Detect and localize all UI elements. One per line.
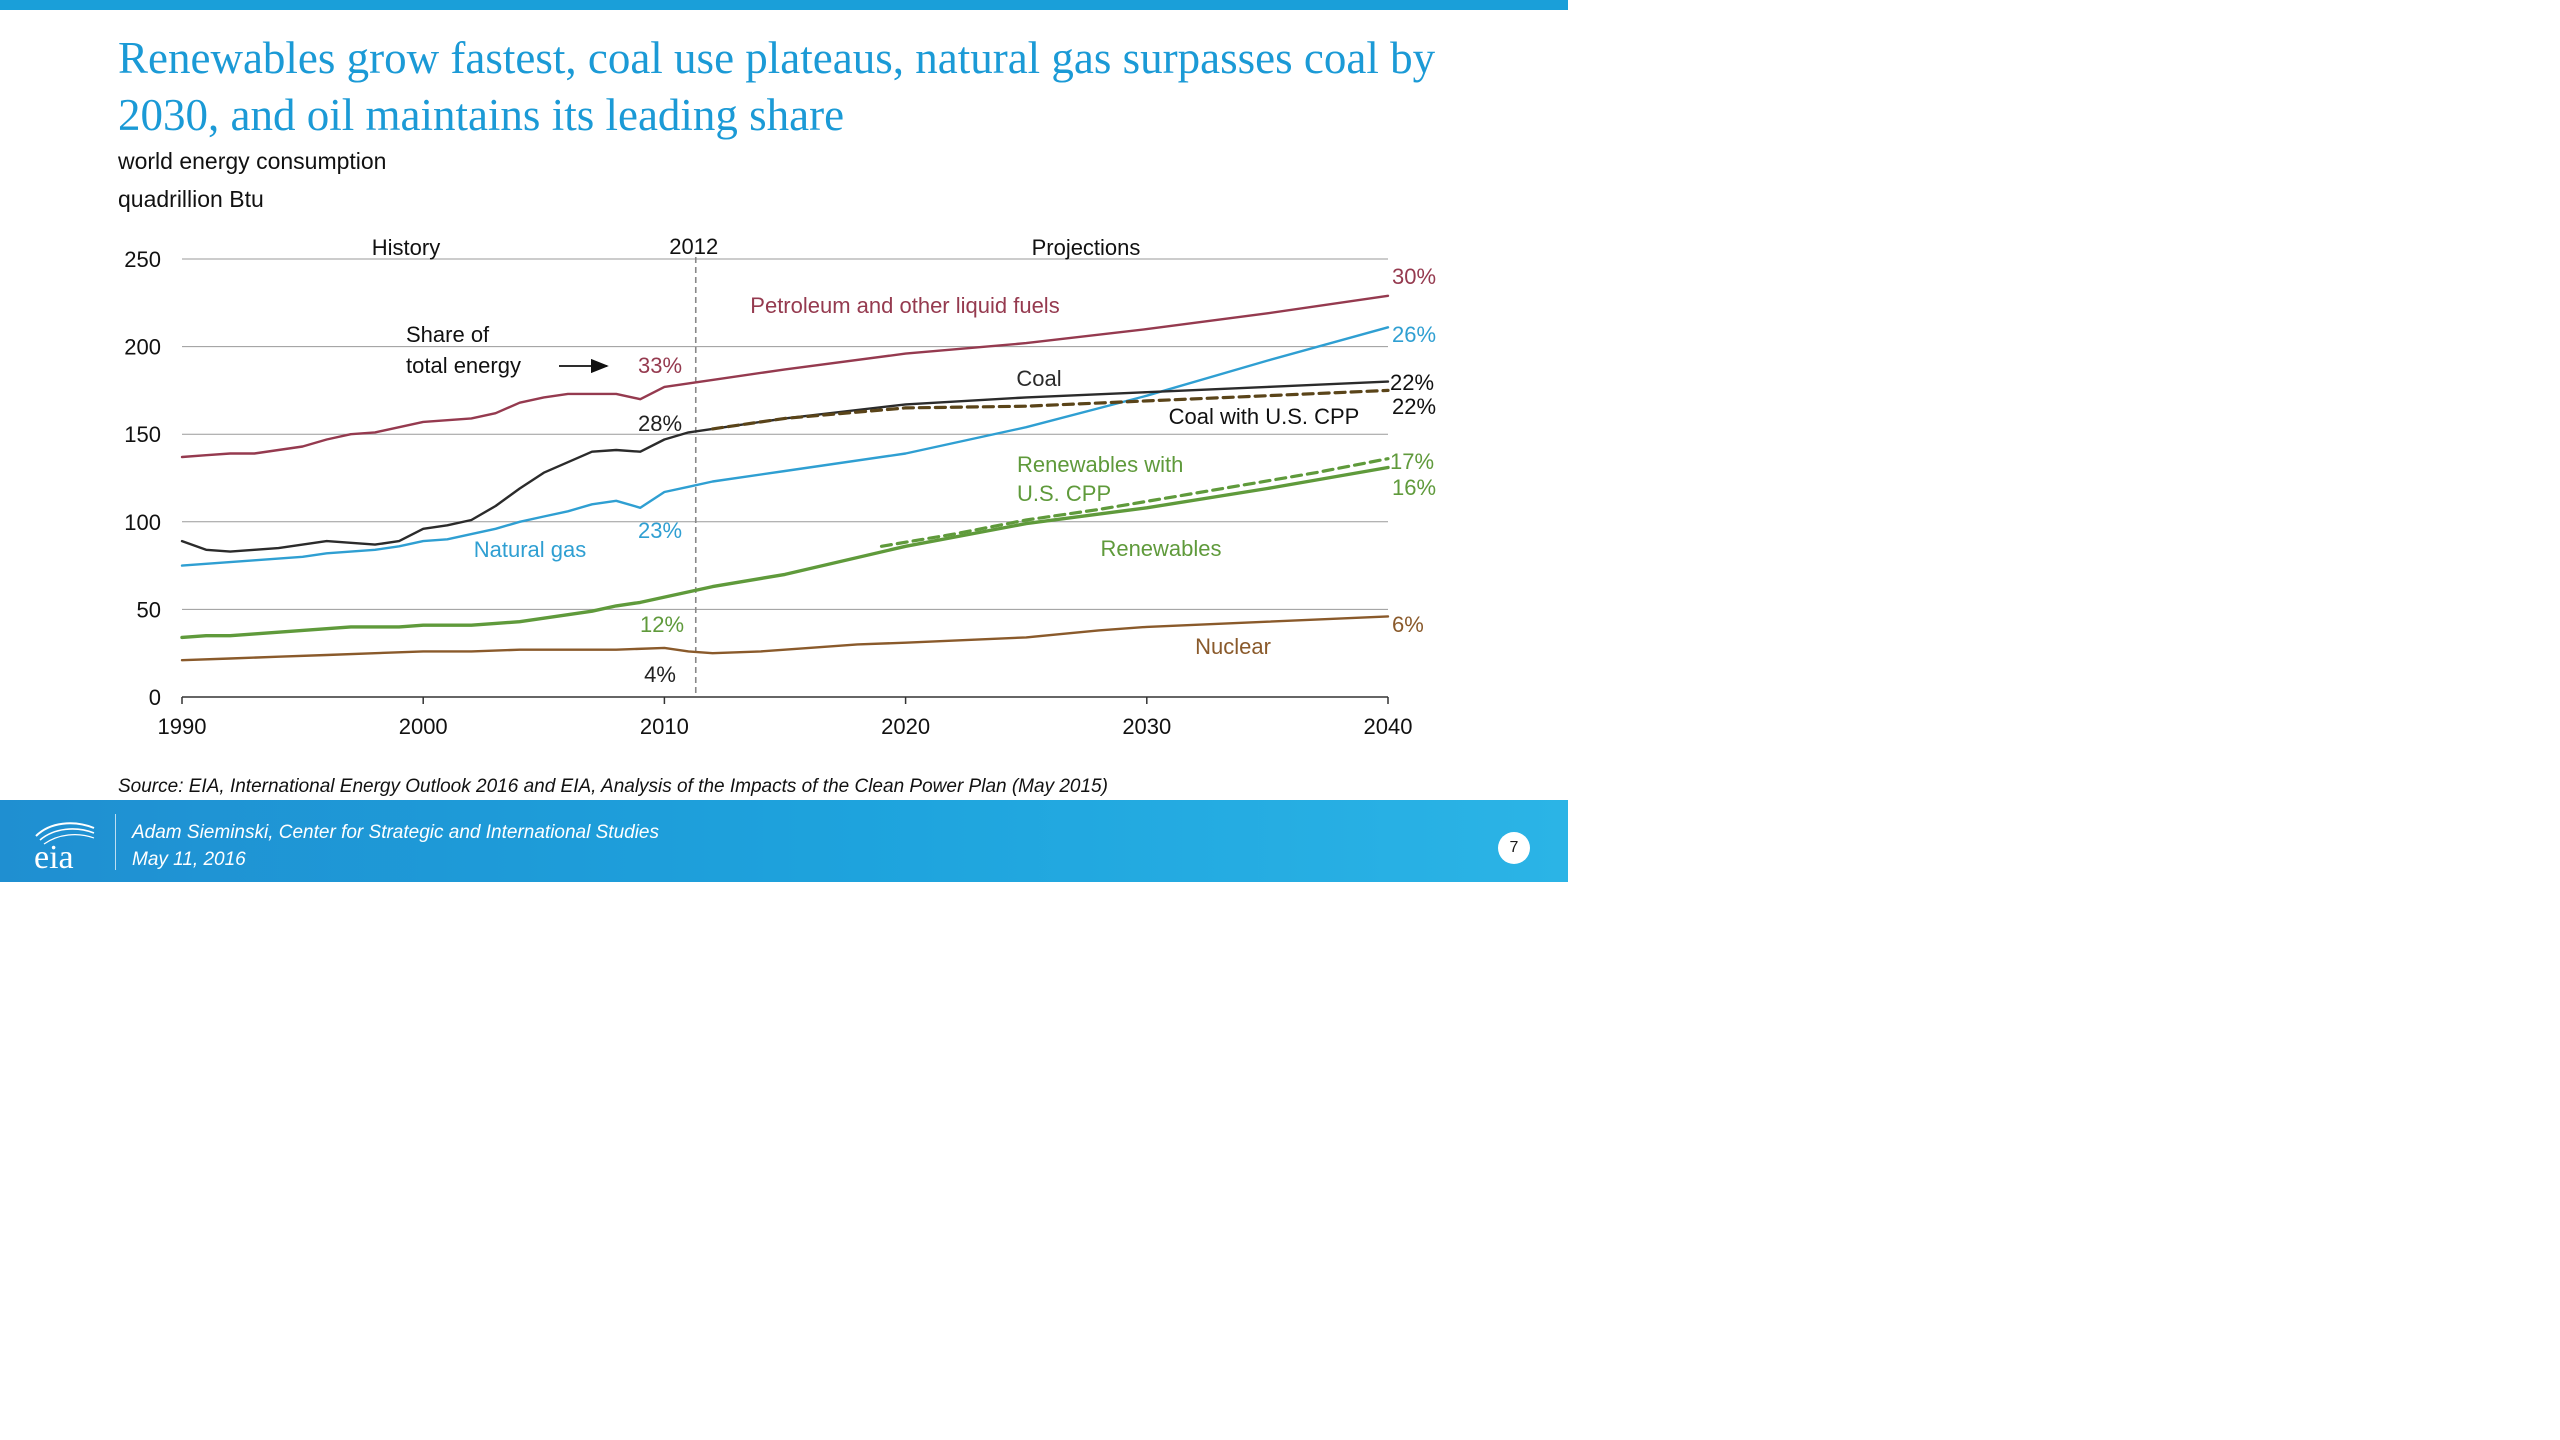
y-tick-label-100: 100 [124, 510, 161, 535]
share-2040-renewables: 16% [1392, 475, 1436, 500]
chart-units: quadrillion Btu [118, 186, 264, 212]
share-annotation-line2: total energy [406, 353, 521, 378]
footer-bar: eia Adam Sieminski, Center for Strategic… [0, 800, 1568, 882]
share-2040-coal-with-u-s-cpp: 22% [1392, 394, 1436, 419]
share-2012-renewables: 12% [640, 612, 684, 637]
presentation-date: May 11, 2016 [132, 849, 246, 870]
series-label-coal-with-u-s-cpp: Coal with U.S. CPP [1169, 404, 1360, 429]
y-tick-label-200: 200 [124, 335, 161, 360]
series-line-nuclear [180, 615, 1390, 662]
divider-year-label: 2012 [669, 234, 718, 259]
y-tick-label-0: 0 [149, 685, 161, 710]
share-2040-coal: 22% [1390, 370, 1434, 395]
series-label-renewables-with-cpp-line1: Renewables with [1017, 452, 1183, 477]
share-2012-nuclear: 4% [644, 662, 676, 687]
page-number-badge: 7 [1498, 832, 1530, 864]
y-tick-label-50: 50 [137, 597, 161, 622]
series-label-renewables-with-cpp-line2: U.S. CPP [1017, 481, 1111, 506]
share-2040-natural-gas: 26% [1392, 322, 1436, 347]
x-tick-label-2040: 2040 [1364, 714, 1413, 739]
x-tick-label-2010: 2010 [640, 714, 689, 739]
eia-logo-icon: eia [34, 822, 95, 872]
y-tick-label-150: 150 [124, 422, 161, 447]
slide-title: Renewables grow fastest, coal use platea… [118, 33, 1436, 140]
share-2012-coal: 28% [638, 411, 682, 436]
series-label-coal: Coal [1016, 366, 1061, 391]
series-line-petroleum-and-other-liquid-fuels [180, 294, 1390, 459]
series-line-coal-with-u-s-cpp [711, 388, 1390, 431]
x-tick-label-1990: 1990 [158, 714, 207, 739]
top-accent-bar [0, 0, 1568, 10]
history-label: History [372, 235, 440, 260]
presenter-name: Adam Sieminski, Center for Strategic and… [132, 822, 659, 843]
x-tick-label-2020: 2020 [881, 714, 930, 739]
series-label-renewables: Renewables [1100, 536, 1221, 561]
projections-label: Projections [1032, 235, 1141, 260]
series-line-renewables-with-u-s-cpp [879, 457, 1390, 548]
x-tick-label-2000: 2000 [399, 714, 448, 739]
series-label-petroleum-and-other-liquid-fuels: Petroleum and other liquid fuels [750, 293, 1059, 318]
x-tick-label-2030: 2030 [1122, 714, 1171, 739]
eia-logo-text: eia [34, 839, 74, 872]
y-tick-label-250: 250 [124, 247, 161, 272]
series-line-renewables [180, 465, 1390, 640]
share-2040-renewables-with-u-s-cpp: 17% [1390, 449, 1434, 474]
source-note: Source: EIA, International Energy Outloo… [118, 776, 1108, 797]
footer-divider [115, 814, 116, 870]
chart-subtitle: world energy consumption [118, 148, 387, 174]
series-label-nuclear: Nuclear [1195, 634, 1271, 659]
series-label-natural-gas: Natural gas [474, 537, 587, 562]
series-line-natural-gas [180, 326, 1390, 567]
share-2012-natural-gas: 23% [638, 518, 682, 543]
share-2040-petroleum-and-other-liquid-fuels: 30% [1392, 264, 1436, 289]
share-2012-petroleum-and-other-liquid-fuels: 33% [638, 353, 682, 378]
share-2040-nuclear: 6% [1392, 612, 1424, 637]
share-annotation-line1: Share of [406, 322, 490, 347]
